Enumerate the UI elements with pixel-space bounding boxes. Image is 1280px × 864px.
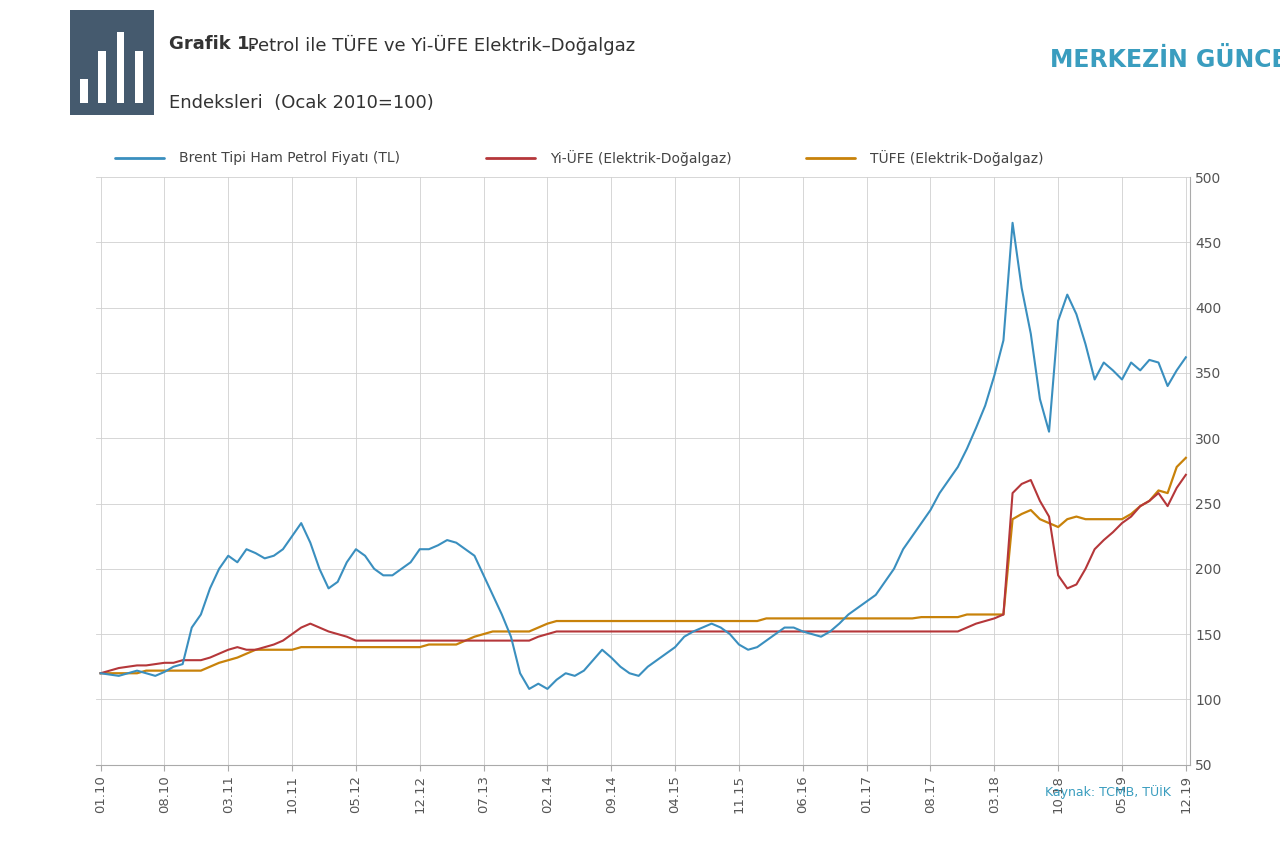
Bar — [79, 79, 87, 103]
Text: Yi-ÜFE (Elektrik-Doğalgaz): Yi-ÜFE (Elektrik-Doğalgaz) — [550, 149, 732, 166]
Bar — [70, 10, 154, 115]
Text: Petrol ile TÜFE ve Yi-ÜFE Elektrik–Doğalgaz: Petrol ile TÜFE ve Yi-ÜFE Elektrik–Doğal… — [242, 35, 635, 55]
Text: Kaynak: TCMB, TÜİK: Kaynak: TCMB, TÜİK — [1046, 785, 1171, 799]
Text: Endeksleri  (Ocak 2010=100): Endeksleri (Ocak 2010=100) — [169, 94, 434, 112]
Text: MERKEZİN GÜNCESİ: MERKEZİN GÜNCESİ — [1050, 48, 1280, 72]
Bar — [99, 52, 106, 103]
Text: Brent Tipi Ham Petrol Fiyatı (TL): Brent Tipi Ham Petrol Fiyatı (TL) — [179, 150, 401, 165]
Bar — [116, 32, 124, 103]
Text: TÜFE (Elektrik-Doğalgaz): TÜFE (Elektrik-Doğalgaz) — [870, 149, 1044, 166]
Bar — [136, 52, 143, 103]
Text: Grafik 1.: Grafik 1. — [169, 35, 256, 53]
